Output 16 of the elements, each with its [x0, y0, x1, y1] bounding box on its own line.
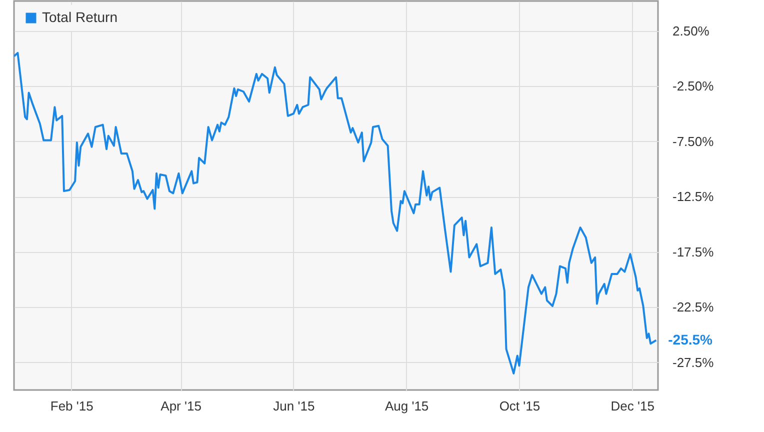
- annotation: -25.5%: [668, 331, 714, 348]
- line-series: [14, 52, 658, 374]
- x-tick-label: Jun '15: [273, 398, 315, 414]
- legend-label: Total Return: [42, 9, 118, 25]
- y-tick-label: -12.5%: [672, 189, 714, 204]
- y-tick-label: -27.5%: [672, 354, 714, 370]
- x-tick-label: Feb '15: [50, 398, 94, 414]
- y-tick-label: 2.50%: [672, 23, 710, 38]
- y-tick-label: -2.50%: [672, 78, 714, 94]
- x-tick-label: Apr '15: [160, 398, 202, 414]
- y-tick-label: -7.50%: [672, 134, 714, 149]
- x-tick-label: Aug '15: [384, 398, 429, 414]
- y-tick-label: -22.5%: [672, 300, 714, 315]
- x-tick-label: Dec '15: [610, 398, 654, 414]
- x-tick-label: Oct '15: [499, 398, 540, 414]
- y-tick-label: -17.5%: [672, 244, 714, 260]
